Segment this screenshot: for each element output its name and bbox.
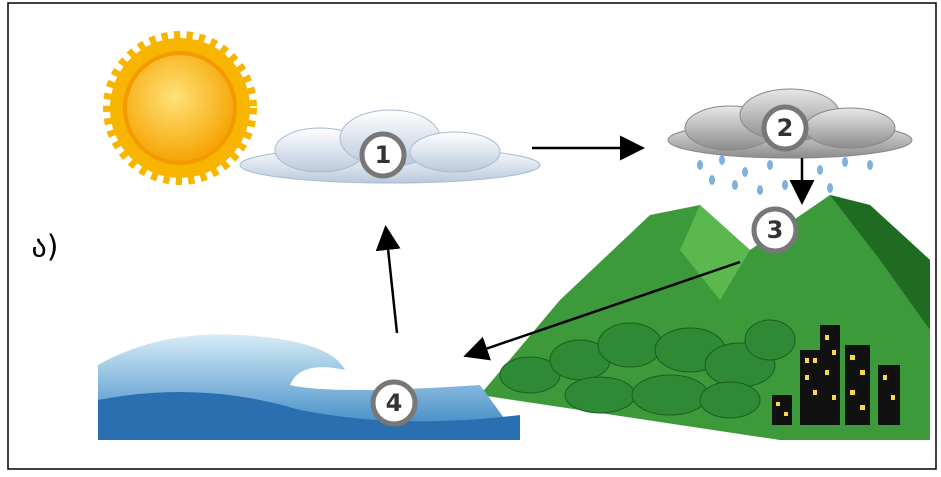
step-number: 1 <box>375 141 392 169</box>
diagram: ა) <box>0 0 941 477</box>
step-number: 2 <box>777 114 794 142</box>
sun <box>110 38 250 178</box>
step-number: 4 <box>386 389 403 417</box>
sea <box>98 334 520 440</box>
page: ა) <box>0 0 941 477</box>
step-number: 3 <box>767 216 784 244</box>
panel-label: ა) <box>32 230 59 265</box>
